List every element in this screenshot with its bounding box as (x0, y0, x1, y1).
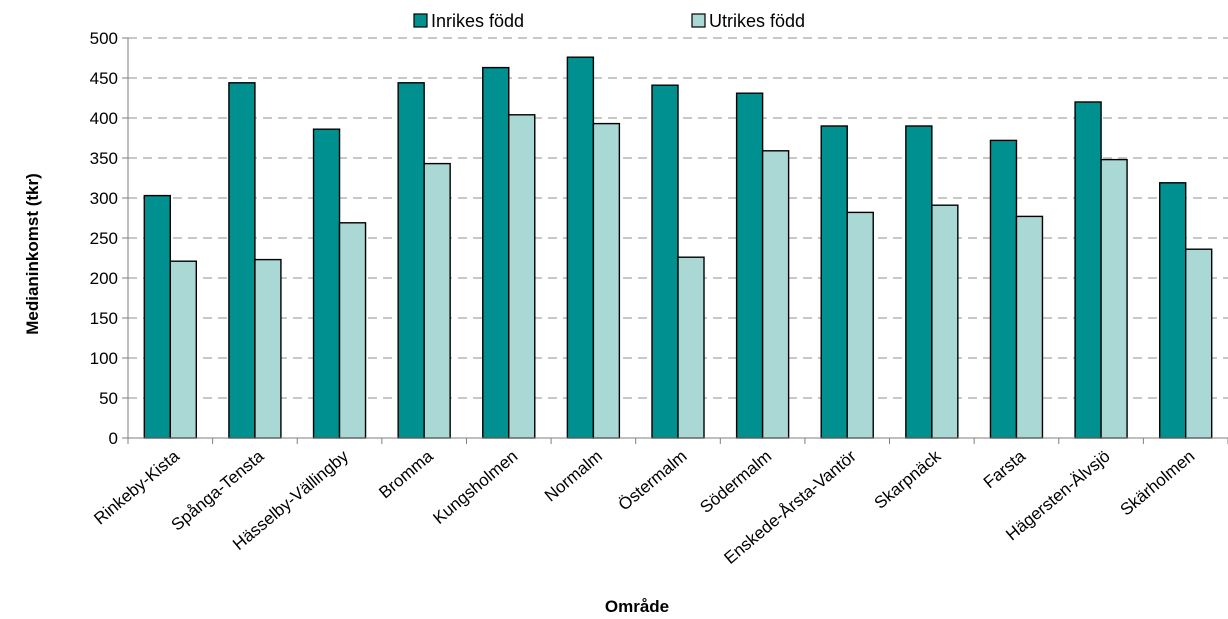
bar-inrikes (312, 128, 341, 439)
legend-swatch-utrikes (691, 13, 706, 28)
x-category-label: Skarpnäck (871, 446, 945, 513)
x-category-labels: Rinkeby-KistaSpånga-TenstaHässelby-Välli… (90, 438, 1228, 568)
y-tick-label: 450 (90, 69, 118, 88)
y-tick-labels: 0 50 100 150 200 250 300 350 400 450 500 (90, 29, 128, 448)
bar-utrikes (254, 258, 282, 439)
bar-utrikes (423, 162, 451, 439)
bar-inrikes (1158, 182, 1187, 439)
y-tick-label: 350 (90, 149, 118, 168)
gridlines (128, 37, 1228, 399)
y-tick-label: 150 (90, 309, 118, 328)
x-category-label: Normalm (541, 447, 606, 506)
x-category-label: Farsta (980, 446, 1030, 492)
bar-inrikes (1074, 101, 1102, 439)
bars (143, 56, 1213, 439)
bar-inrikes (143, 194, 172, 439)
x-category-label: Rinkeby-Kista (90, 446, 183, 528)
legend-label-utrikes: Utrikes född (709, 11, 805, 31)
bar-utrikes (846, 211, 874, 439)
x-category-label: Bromma (375, 446, 437, 502)
bar-inrikes (735, 92, 764, 439)
bar-inrikes (566, 56, 595, 439)
y-tick-label: 300 (90, 189, 118, 208)
legend-swatch-inrikes (413, 13, 428, 28)
x-category-label: Skärholmen (1117, 447, 1199, 520)
bar-utrikes (931, 204, 959, 439)
bar-inrikes (651, 84, 679, 439)
y-tick-label: 0 (109, 429, 118, 448)
bar-utrikes (1184, 248, 1213, 439)
y-tick-label: 100 (90, 349, 118, 368)
y-tick-label: 500 (90, 29, 118, 48)
bar-inrikes (820, 125, 848, 439)
legend: Inrikes född Utrikes född (413, 11, 805, 31)
x-category-label: Södermalm (696, 447, 775, 517)
y-axis-title: Medianinkomst (tkr) (23, 173, 42, 335)
y-tick-label: 50 (99, 389, 118, 408)
legend-label-inrikes: Inrikes född (431, 11, 524, 31)
y-tick-label: 200 (90, 269, 118, 288)
y-tick-label: 250 (90, 229, 118, 248)
y-tick-label: 400 (90, 109, 118, 128)
x-category-label: Kungsholmen (429, 447, 521, 528)
bar-inrikes (989, 139, 1018, 439)
bar-utrikes (1100, 158, 1128, 439)
bar-utrikes (1015, 215, 1044, 439)
x-axis-title: Område (605, 597, 669, 616)
bar-utrikes (761, 150, 790, 439)
bar-utrikes (169, 260, 198, 439)
bar-utrikes (508, 114, 536, 439)
bar-inrikes (228, 82, 256, 439)
bar-inrikes (397, 82, 425, 439)
bar-inrikes (905, 125, 933, 439)
bar-utrikes (592, 122, 621, 439)
bar-utrikes (338, 222, 367, 439)
x-category-label: Östermalm (615, 447, 691, 515)
bar-utrikes (677, 256, 705, 439)
bar-inrikes (482, 66, 510, 439)
